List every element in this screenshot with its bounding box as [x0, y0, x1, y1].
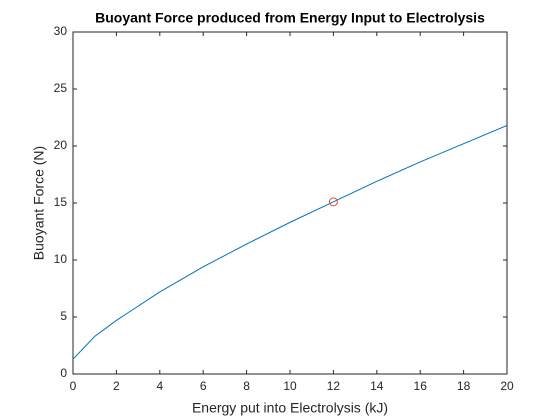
- data-point: [328, 197, 338, 207]
- x-tick-label: 4: [156, 379, 163, 393]
- x-tick-label: 14: [370, 379, 384, 393]
- y-axis-label: Buoyant Force (N): [31, 146, 47, 260]
- y-tick-label: 5: [60, 309, 67, 323]
- y-tick-label: 25: [54, 81, 68, 95]
- y-tick-label: 15: [54, 195, 68, 209]
- y-tick-label: 30: [54, 24, 68, 38]
- x-tick-label: 2: [113, 379, 120, 393]
- x-tick-label: 6: [200, 379, 207, 393]
- x-tick-label: 16: [414, 379, 428, 393]
- y-tick-label: 0: [60, 366, 67, 380]
- x-tick-label: 18: [457, 379, 471, 393]
- chart-title: Buoyant Force produced from Energy Input…: [95, 10, 485, 26]
- x-tick-label: 10: [283, 379, 297, 393]
- y-tick-label: 10: [54, 252, 68, 266]
- x-axis-label: Energy put into Electrolysis (kJ): [192, 400, 388, 416]
- y-tick-label: 20: [54, 138, 68, 152]
- data-line: [72, 125, 508, 360]
- x-tick-label: 0: [70, 379, 77, 393]
- x-tick-label: 20: [500, 379, 514, 393]
- x-tick-label: 8: [243, 379, 250, 393]
- x-tick-label: 12: [327, 379, 341, 393]
